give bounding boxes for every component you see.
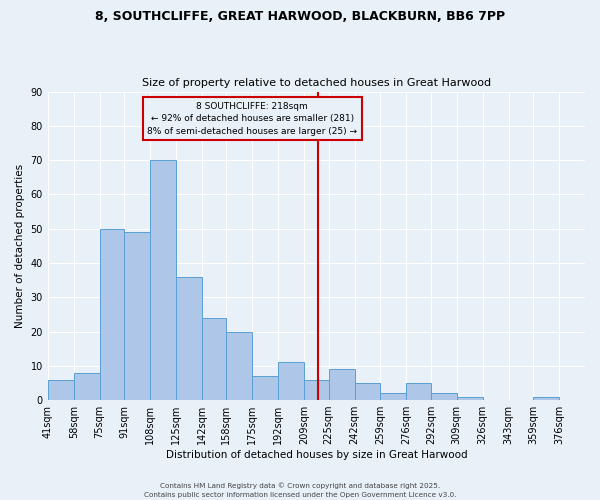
X-axis label: Distribution of detached houses by size in Great Harwood: Distribution of detached houses by size … (166, 450, 467, 460)
Bar (74, 372, 100, 400)
Bar (202, 318, 226, 400)
Text: 8, SOUTHCLIFFE, GREAT HARWOOD, BLACKBURN, BB6 7PP: 8, SOUTHCLIFFE, GREAT HARWOOD, BLACKBURN… (95, 10, 505, 23)
Y-axis label: Number of detached properties: Number of detached properties (15, 164, 25, 328)
Bar (176, 276, 202, 400)
Bar (329, 369, 355, 400)
Bar (150, 160, 176, 400)
Bar (124, 232, 150, 400)
Bar (100, 228, 124, 400)
Text: Contains public sector information licensed under the Open Government Licence v3: Contains public sector information licen… (144, 492, 456, 498)
Bar (406, 383, 431, 400)
Bar (252, 376, 278, 400)
Bar (304, 380, 329, 400)
Bar (355, 383, 380, 400)
Text: Contains HM Land Registry data © Crown copyright and database right 2025.: Contains HM Land Registry data © Crown c… (160, 482, 440, 489)
Bar (380, 393, 406, 400)
Bar (431, 393, 457, 400)
Bar (48, 380, 74, 400)
Bar (457, 396, 483, 400)
Bar (278, 362, 304, 400)
Bar (533, 396, 559, 400)
Text: 8 SOUTHCLIFFE: 218sqm
← 92% of detached houses are smaller (281)
8% of semi-deta: 8 SOUTHCLIFFE: 218sqm ← 92% of detached … (147, 102, 357, 136)
Title: Size of property relative to detached houses in Great Harwood: Size of property relative to detached ho… (142, 78, 491, 88)
Bar (226, 332, 252, 400)
